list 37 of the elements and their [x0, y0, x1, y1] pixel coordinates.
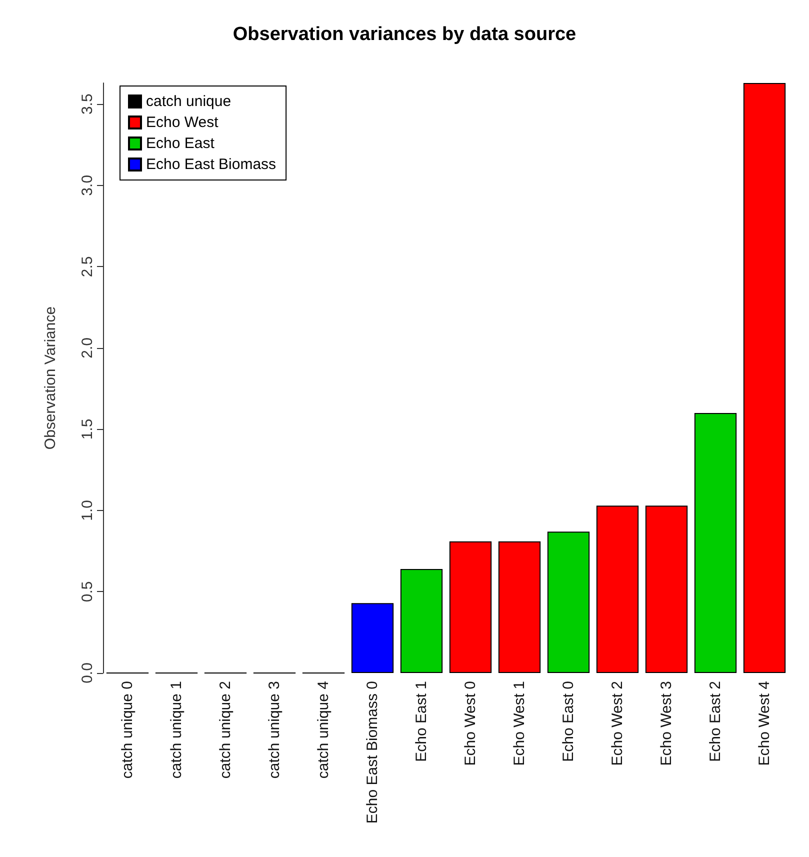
bar [351, 603, 394, 673]
bar [498, 541, 541, 673]
x-tick-label: Echo West 2 [609, 681, 626, 766]
x-tick-label: Echo East Biomass 0 [364, 681, 381, 824]
bar [743, 83, 786, 673]
bar [596, 506, 639, 673]
x-tick-label: Echo West 3 [658, 681, 675, 766]
y-tick-label: 0.5 [79, 581, 96, 602]
x-tick-label: Echo West 0 [462, 681, 479, 766]
y-tick-label: 3.5 [79, 94, 96, 115]
legend-label: Echo West [146, 114, 220, 131]
x-tick-label: catch unique 3 [266, 681, 283, 779]
x-tick-label: catch unique 1 [168, 681, 185, 779]
bar [547, 532, 590, 673]
y-tick-label: 2.0 [79, 338, 96, 358]
x-tick-label: Echo East 2 [707, 681, 724, 762]
x-tick-label: Echo West 4 [756, 681, 773, 766]
chart-title: Observation variances by data source [232, 24, 576, 45]
legend-label: Echo East [146, 135, 216, 152]
x-tick-label: Echo West 1 [511, 681, 528, 766]
bar [645, 506, 688, 673]
x-tick-label: Echo East 0 [560, 681, 577, 762]
y-tick-label: 1.0 [79, 500, 96, 521]
bar [694, 412, 737, 673]
legend-label: Echo East Biomass [146, 156, 276, 173]
y-tick-label: 3.0 [79, 174, 96, 196]
legend-label: catch unique [146, 93, 232, 110]
y-tick-label: 0.0 [79, 662, 96, 684]
x-tick-label: catch unique 0 [119, 681, 136, 779]
x-tick-label: catch unique 4 [315, 681, 332, 779]
bar [400, 568, 443, 673]
bar [449, 541, 492, 673]
x-tick-label: catch unique 2 [217, 681, 234, 779]
y-tick-label: 2.5 [79, 256, 96, 278]
y-axis-title: Observation Variance [42, 306, 59, 450]
x-tick-label: Echo East 1 [413, 681, 430, 762]
y-tick-label: 1.5 [79, 418, 96, 440]
